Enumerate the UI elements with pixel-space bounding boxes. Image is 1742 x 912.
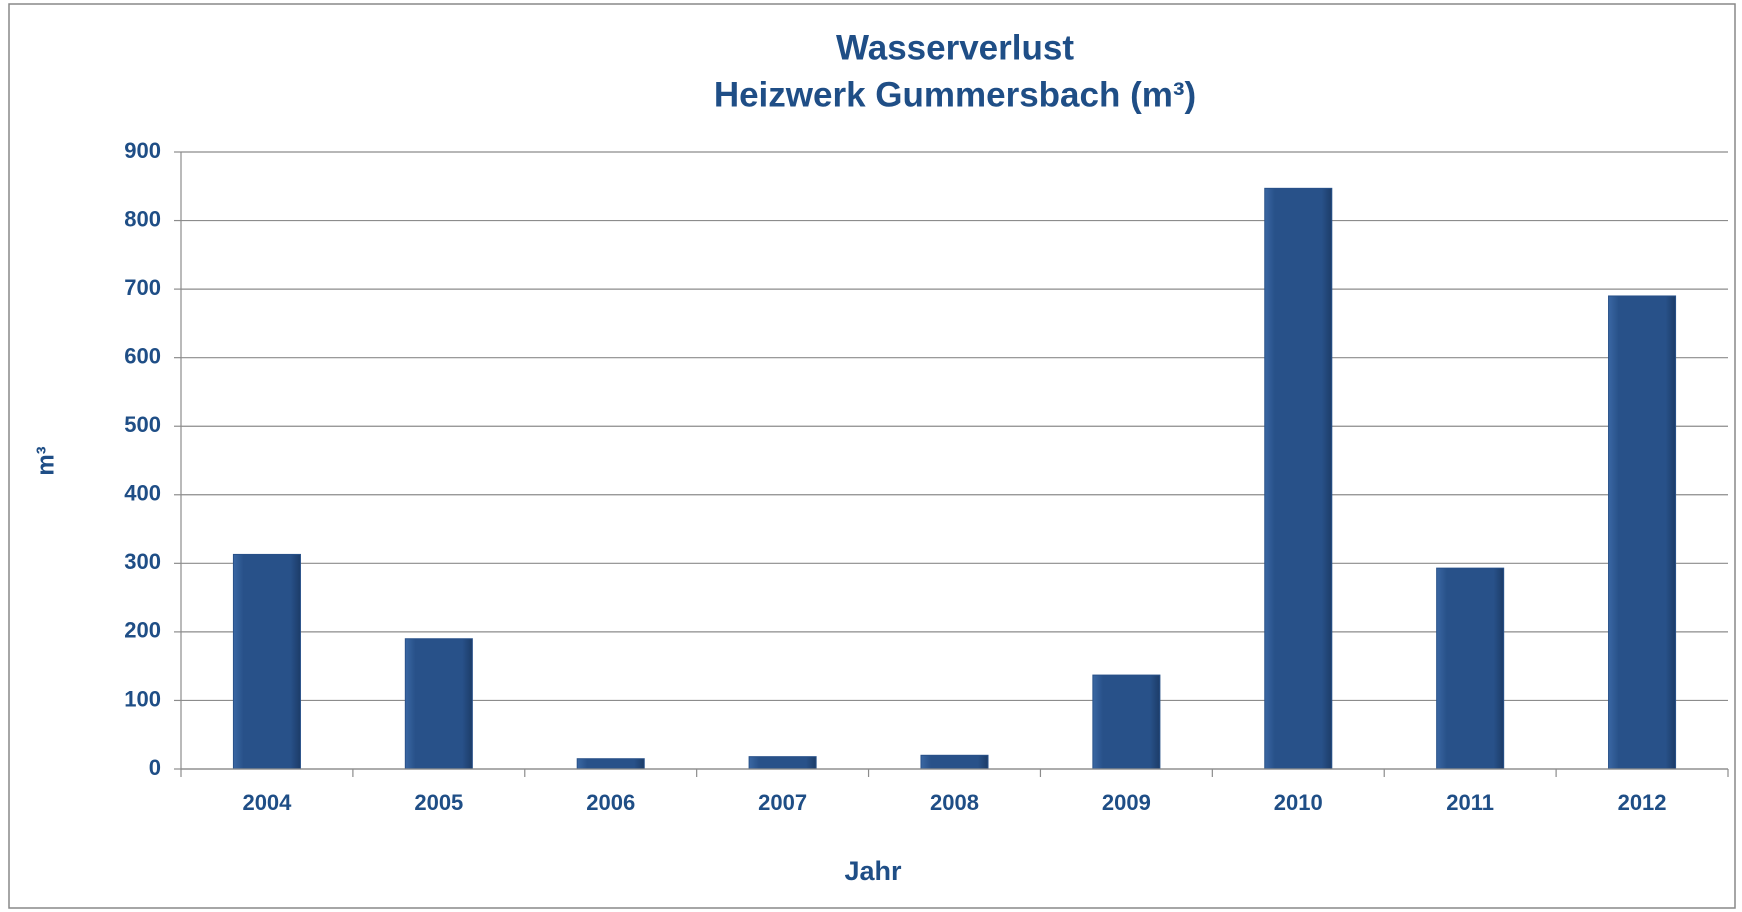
y-tick-label: 400 [124, 481, 161, 506]
bar [232, 553, 301, 770]
y-tick-label: 600 [124, 343, 161, 368]
x-tick-label: 2006 [586, 790, 635, 815]
y-tick-label: 100 [124, 686, 161, 711]
x-tick-label: 2010 [1274, 790, 1323, 815]
chart-title: Heizwerk Gummersbach (m³) [714, 75, 1196, 114]
x-tick-label: 2011 [1446, 790, 1494, 815]
bar [404, 638, 473, 770]
x-axis-label: Jahr [844, 856, 902, 886]
x-tick-label: 2007 [758, 790, 807, 815]
x-tick-label: 2012 [1618, 790, 1667, 815]
chart-title: Wasserverlust [836, 28, 1074, 67]
bar [1436, 567, 1505, 770]
bar [1608, 295, 1677, 770]
bar [576, 758, 645, 770]
x-tick-label: 2009 [1102, 790, 1151, 815]
y-tick-label: 900 [124, 138, 161, 163]
y-tick-label: 200 [124, 618, 161, 643]
y-tick-label: 700 [124, 275, 161, 300]
bar [748, 756, 817, 770]
y-tick-label: 300 [124, 549, 161, 574]
bar [1092, 674, 1161, 770]
x-tick-label: 2005 [414, 790, 463, 815]
bar [920, 754, 989, 770]
y-tick-label: 0 [149, 755, 161, 780]
x-tick-label: 2008 [930, 790, 979, 815]
chart-frame [8, 3, 1736, 909]
y-axis-label: m³ [32, 446, 59, 475]
bar [1264, 187, 1333, 770]
x-tick-label: 2004 [242, 790, 292, 815]
y-tick-label: 800 [124, 206, 161, 231]
y-tick-label: 500 [124, 412, 161, 437]
